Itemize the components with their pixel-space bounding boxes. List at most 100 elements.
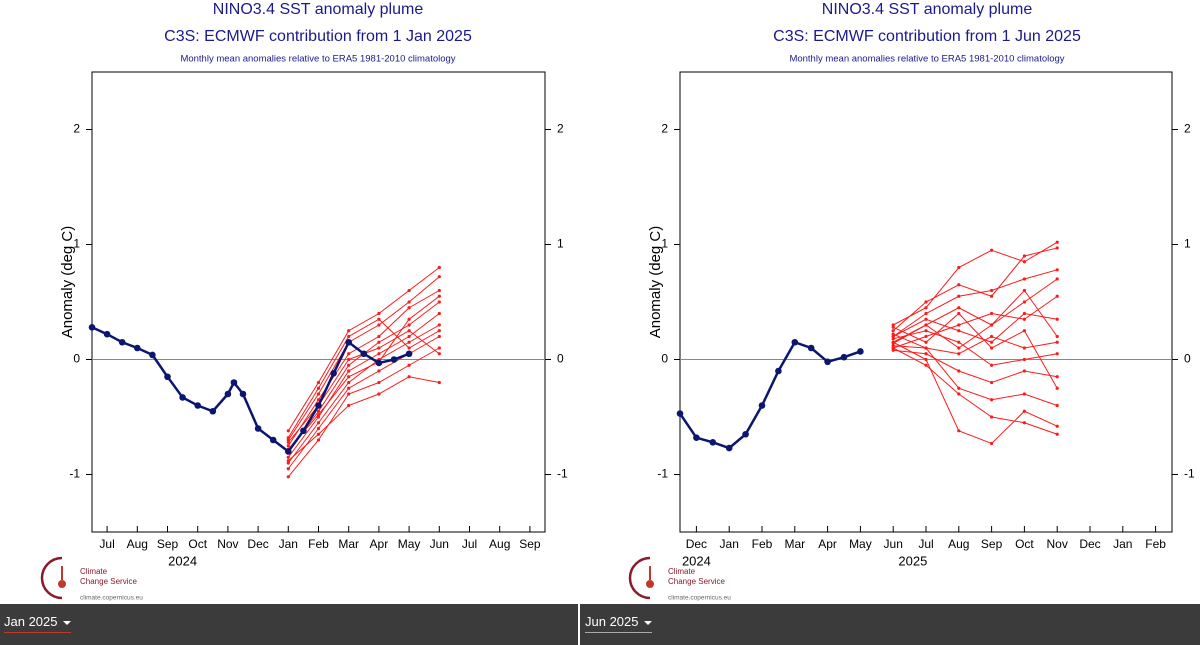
observed-point	[315, 402, 322, 409]
observed-point	[840, 353, 848, 361]
chart-subtitle: C3S: ECMWF contribution from 1 Jun 2025	[773, 28, 1081, 45]
y-tick-label: 2	[73, 122, 80, 136]
ensemble-point	[1022, 288, 1026, 293]
ensemble-point	[957, 306, 961, 310]
ensemble-point	[957, 429, 961, 433]
ensemble-point	[957, 369, 961, 373]
ensemble-point	[437, 265, 441, 270]
ensemble-line	[287, 347, 440, 478]
observed-point	[194, 402, 201, 409]
month-dropdown[interactable]: Jun 2025	[585, 614, 652, 633]
ensemble-point	[990, 334, 994, 339]
ensemble-point	[316, 386, 321, 390]
ensemble-point	[1022, 329, 1026, 333]
ensemble-point	[990, 380, 994, 385]
ensemble-line	[892, 269, 1058, 337]
observed-point	[224, 390, 232, 398]
ensemble-point	[347, 386, 351, 390]
ensemble-point	[437, 311, 441, 316]
ensemble-point	[957, 352, 961, 356]
ensemble-point	[891, 323, 895, 327]
ensemble-point	[407, 363, 411, 367]
year-label: 2024	[682, 553, 711, 568]
ensemble-line	[892, 312, 1058, 389]
ensemble-point	[1022, 409, 1026, 413]
ensemble-point	[891, 344, 895, 348]
ensemble-point	[377, 311, 381, 316]
x-tick-label: Jan	[1113, 537, 1132, 551]
ensemble-point	[377, 340, 381, 344]
observed-point	[209, 407, 217, 415]
ensemble-point	[924, 357, 928, 362]
ensemble-point	[924, 334, 928, 339]
ensemble-point	[407, 334, 411, 339]
ensemble-point	[377, 392, 381, 396]
observed-point	[709, 439, 717, 446]
ensemble-line	[893, 335, 1058, 355]
ensemble-point	[407, 306, 411, 310]
logo-mark	[58, 580, 66, 588]
ensemble-point	[990, 248, 994, 252]
ensemble-line	[892, 347, 1058, 435]
ensemble-point	[924, 323, 928, 327]
ensemble-point	[377, 352, 381, 356]
y-tick-label: 1	[1184, 237, 1191, 251]
x-tick-label: Aug	[127, 537, 148, 551]
x-tick-label: Jul	[99, 537, 114, 551]
month-dropdown[interactable]: Jan 2025	[4, 614, 71, 633]
ensemble-point	[1022, 317, 1026, 321]
ensemble-point	[990, 415, 994, 419]
ensemble-point	[990, 288, 994, 293]
ensemble-point	[924, 340, 928, 344]
x-tick-label: Apr	[370, 537, 389, 551]
observed-point	[857, 348, 864, 355]
ensemble-point	[407, 340, 411, 344]
ensemble-point	[1022, 254, 1026, 258]
ensemble-point	[437, 288, 441, 293]
ensemble-point	[437, 275, 441, 279]
ensemble-point	[924, 300, 928, 304]
observed-point	[345, 338, 353, 346]
ensemble-line	[287, 295, 440, 450]
ensemble-point	[437, 380, 441, 385]
ensemble-point	[437, 300, 441, 304]
ensemble-point	[924, 311, 928, 316]
ensemble-point	[924, 352, 928, 356]
ensemble-point	[347, 403, 351, 408]
x-tick-label: Mar	[784, 537, 805, 551]
x-tick-label: Oct	[1015, 537, 1034, 551]
x-tick-label: Dec	[1079, 537, 1100, 551]
ensemble-point	[347, 334, 351, 339]
ensemble-point	[347, 363, 351, 367]
ensemble-point	[1022, 357, 1026, 362]
x-tick-label: Jul	[918, 537, 933, 551]
observed-point	[300, 427, 307, 435]
ensemble-point	[1022, 346, 1026, 350]
observed-point	[254, 425, 262, 432]
y-tick-label: 2	[557, 122, 564, 136]
ensemble-line	[287, 376, 440, 462]
x-tick-label: Feb	[1145, 537, 1166, 551]
ensemble-point	[957, 323, 961, 327]
ensemble-point	[347, 352, 351, 356]
y-tick-label: -1	[69, 467, 80, 481]
observed-point	[103, 330, 111, 338]
ensemble-point	[957, 386, 961, 390]
year-label: 2024	[168, 553, 197, 568]
ensemble-line	[287, 276, 440, 441]
ensemble-point	[1055, 240, 1059, 244]
chart-note: Monthly mean anomalies relative to ERA5 …	[789, 54, 1064, 65]
logo-text: Change Service	[668, 577, 725, 586]
ensemble-point	[347, 369, 351, 373]
ensemble-line	[287, 336, 440, 470]
x-tick-label: Nov	[1047, 537, 1068, 551]
ensemble-point	[1055, 352, 1059, 356]
ensemble-point	[924, 317, 928, 321]
ensemble-point	[286, 444, 290, 448]
ensemble-point	[1022, 277, 1026, 281]
ensemble-point	[316, 392, 321, 396]
y-tick-label: 1	[661, 237, 668, 251]
charts: NINO3.4 SST anomaly plume C3S: ECMWF cont…	[40, 1, 1195, 602]
ensemble-line	[892, 341, 1058, 445]
